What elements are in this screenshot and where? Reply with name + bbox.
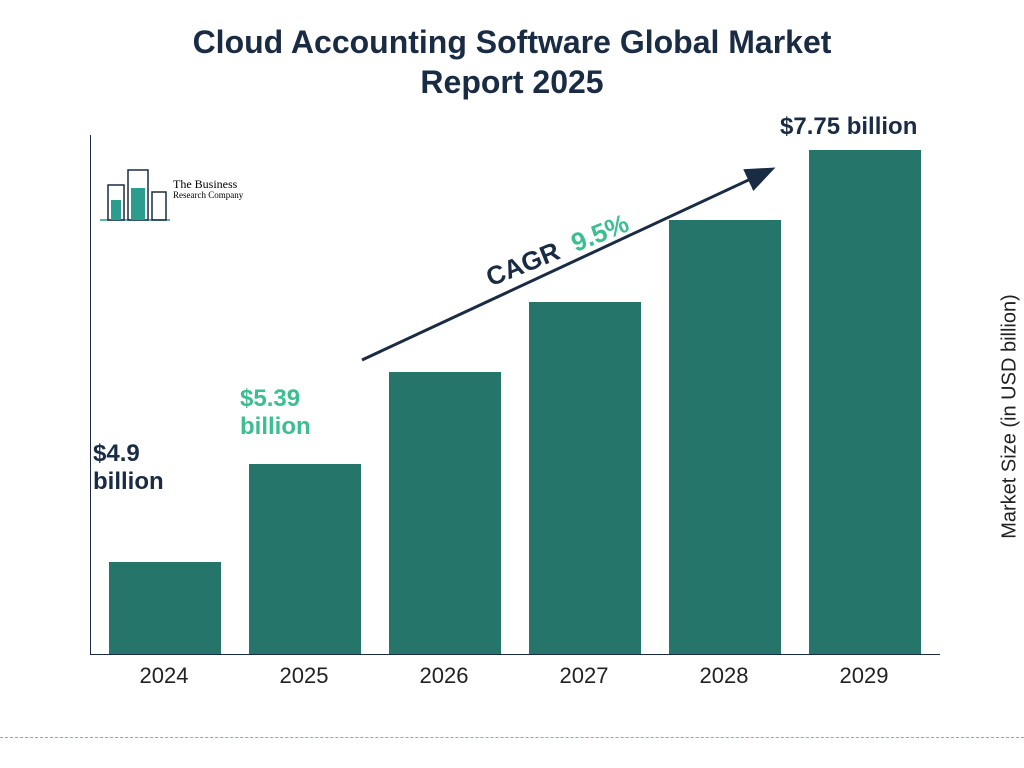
x-label-2027: 2027 — [528, 663, 640, 689]
x-label-2024: 2024 — [108, 663, 220, 689]
x-label-2026: 2026 — [388, 663, 500, 689]
value-label-1: $5.39billion — [240, 385, 311, 440]
trend-arrow — [90, 135, 940, 655]
value-label-2: $7.75 billion — [780, 113, 917, 141]
title-line2: Report 2025 — [0, 62, 1024, 102]
value-label-0: $4.9billion — [93, 440, 164, 495]
x-label-2028: 2028 — [668, 663, 780, 689]
chart-area: CAGR 9.5% Market Size (in USD billion) 2… — [90, 135, 940, 690]
footer-divider — [0, 737, 1024, 738]
title-line1: Cloud Accounting Software Global Market — [0, 22, 1024, 62]
x-label-2025: 2025 — [248, 663, 360, 689]
chart-title: Cloud Accounting Software Global Market … — [0, 22, 1024, 102]
x-label-2029: 2029 — [808, 663, 920, 689]
y-axis-label: Market Size (in USD billion) — [999, 267, 1022, 567]
